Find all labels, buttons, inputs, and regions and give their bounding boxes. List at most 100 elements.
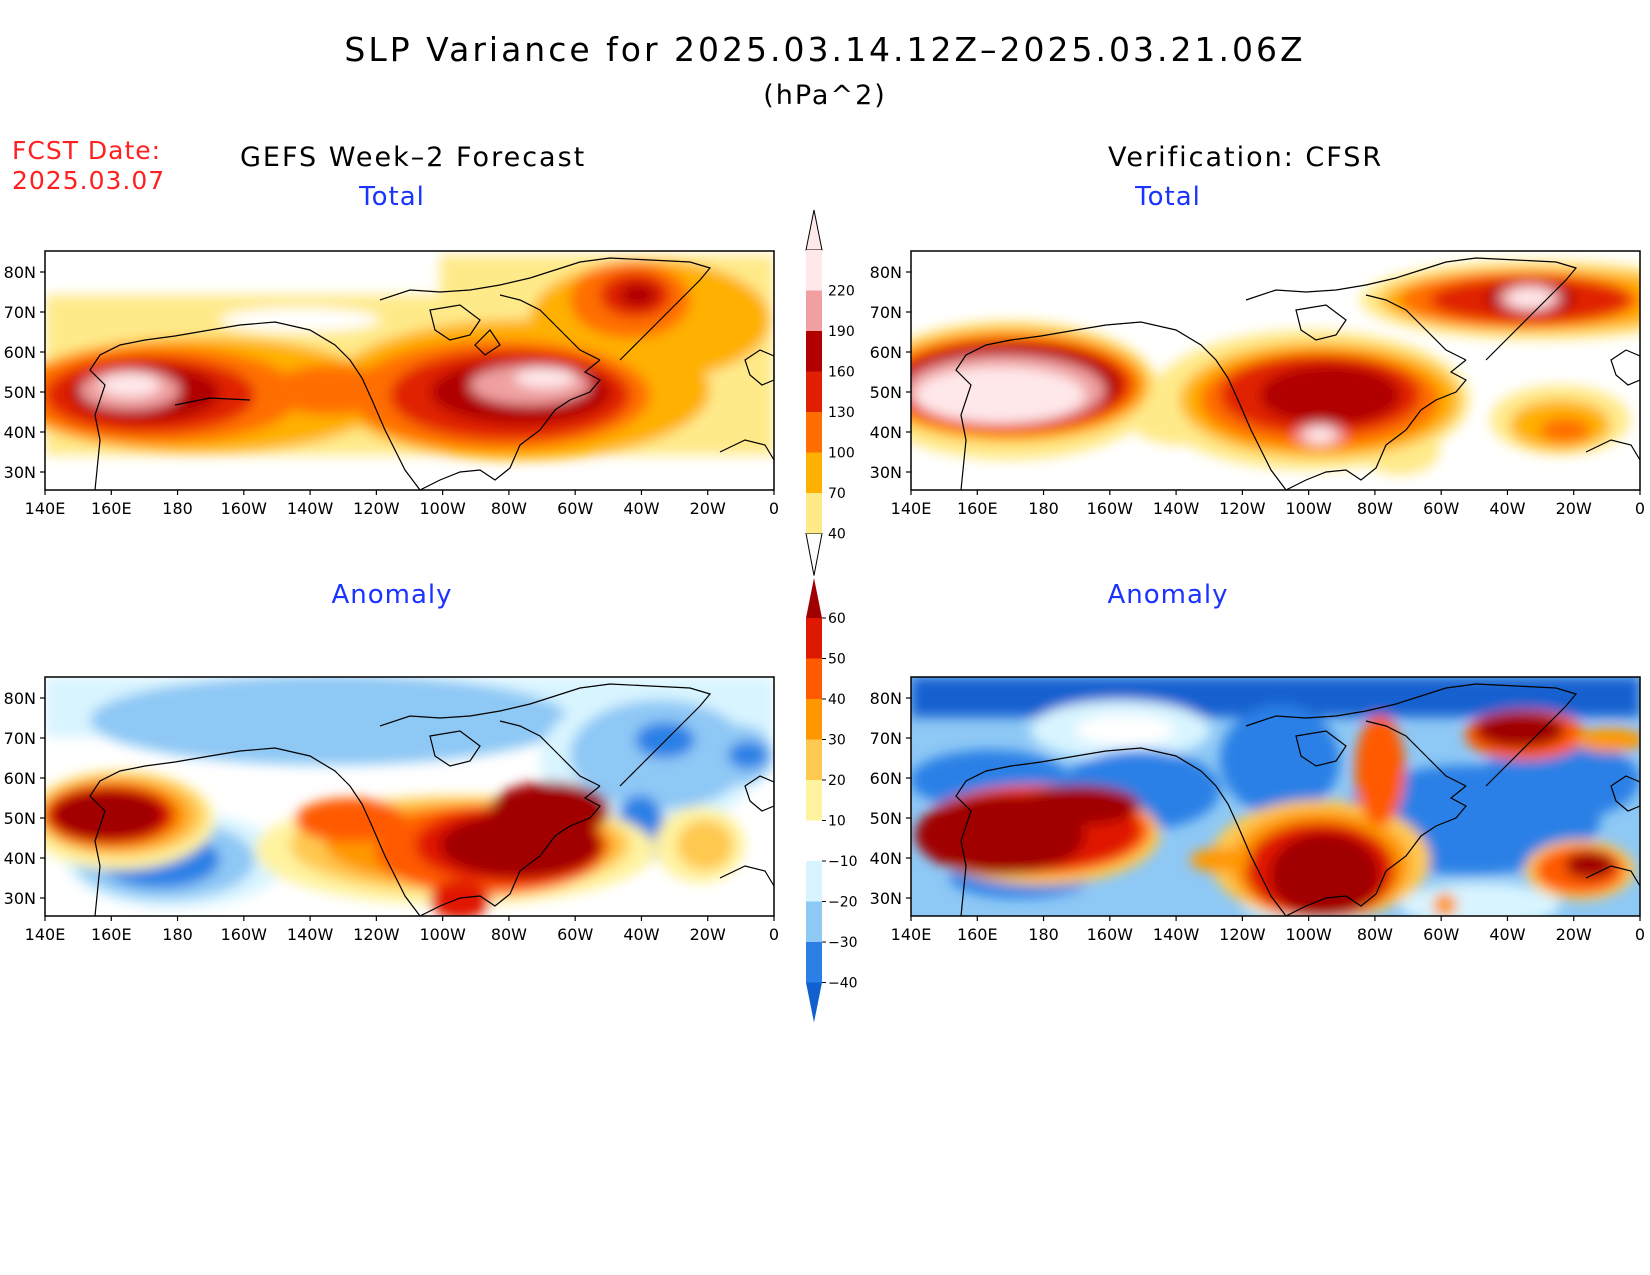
lon-label: 120W — [353, 499, 400, 518]
lat-label: 50N — [870, 809, 902, 828]
verification-anomaly-field — [911, 677, 1640, 916]
lon-label: 160W — [221, 499, 268, 518]
lon-label: 100W — [419, 925, 466, 944]
lon-label: 60W — [1423, 499, 1459, 518]
colorbar-swatch — [806, 412, 822, 453]
colorbar-level-label: −10 — [828, 854, 858, 870]
lon-label: 140W — [287, 499, 334, 518]
lat-label: 40N — [870, 849, 902, 868]
colorbar-level-label: 100 — [828, 446, 855, 462]
lon-label: 100W — [419, 499, 466, 518]
lon-label: 120W — [1219, 925, 1266, 944]
lon-label: 160W — [1087, 925, 1134, 944]
lat-label: 60N — [4, 769, 36, 788]
lon-label: 160W — [221, 925, 268, 944]
lon-label: 80W — [491, 499, 527, 518]
lon-label: 20W — [690, 499, 726, 518]
colorbar-level-label: 40 — [828, 692, 846, 708]
lon-label: 180 — [1028, 499, 1059, 518]
figure-title: SLP Variance for 2025.03.14.12Z–2025.03.… — [344, 30, 1306, 69]
lat-label: 50N — [870, 383, 902, 402]
colorbar-level-label: 20 — [828, 773, 846, 789]
forecast-total-map: 80N 70N 60N 50N 40N 30N 140E 160E 180 160W 140W 120… — [4, 250, 779, 518]
colorbar-low-extension — [806, 982, 822, 1023]
forecast-date-label: FCST Date: — [12, 136, 162, 165]
lat-label: 30N — [870, 463, 902, 482]
lon-label: 120W — [1219, 499, 1266, 518]
colorbar-swatch — [806, 290, 822, 331]
colorbar-level-label: 60 — [828, 611, 846, 627]
colorbar-swatch — [806, 452, 822, 493]
lon-label: 60W — [557, 499, 593, 518]
verification-total-map: 80N 70N 60N 50N 40N 30N 140E 160E 180 160W 140W 120… — [870, 250, 1645, 518]
panel-title-forecast-anomaly: Anomaly — [331, 580, 453, 610]
lon-label: 100W — [1285, 499, 1332, 518]
lon-label: 160W — [1087, 499, 1134, 518]
colorbar-level-label: 70 — [828, 486, 846, 502]
forecast-anomaly-frame — [44, 676, 775, 917]
colorbar-level-label: −30 — [828, 935, 858, 951]
lon-label: 80W — [491, 925, 527, 944]
forecast-total-axes: 80N 70N 60N 50N 40N 30N 140E 160E 180 160W 140W 120… — [4, 263, 779, 518]
lat-label: 30N — [4, 463, 36, 482]
forecast-total-field — [45, 251, 774, 490]
forecast-anomaly-axes: 80N 70N 60N 50N 40N 30N 140E 160E 180 160W 140W 120… — [4, 689, 779, 944]
panel-title-verification-total: Total — [1135, 182, 1201, 212]
lat-label: 40N — [870, 423, 902, 442]
lon-label: 20W — [690, 925, 726, 944]
lon-label: 0 — [769, 499, 779, 518]
forecast-column-title: GEFS Week–2 Forecast — [240, 142, 587, 173]
colorbar-level-label: −40 — [828, 976, 858, 992]
colorbar-swatch — [806, 780, 822, 821]
colorbar-swatch — [806, 371, 822, 412]
colorbar-swatch — [806, 618, 822, 659]
lon-label: 40W — [623, 925, 659, 944]
lon-label: 60W — [557, 925, 593, 944]
lon-label: 100W — [1285, 925, 1332, 944]
forecast-anomaly-map: 80N 70N 60N 50N 40N 30N 140E 160E 180 160W 140W 120… — [4, 676, 779, 944]
colorbar-swatch — [806, 739, 822, 780]
lon-label: 0 — [1635, 925, 1645, 944]
colorbar-level-label: 130 — [828, 405, 855, 421]
lat-label: 70N — [4, 303, 36, 322]
lat-label: 70N — [870, 303, 902, 322]
lon-label: 20W — [1556, 499, 1592, 518]
verification-column-title: Verification: CFSR — [1108, 142, 1384, 173]
lon-label: 20W — [1556, 925, 1592, 944]
colorbar-level-label: 30 — [828, 733, 846, 749]
lat-label: 60N — [4, 343, 36, 362]
lat-label: 80N — [4, 689, 36, 708]
colorbar-swatch — [806, 699, 822, 740]
colorbar-level-label: 220 — [828, 284, 855, 300]
verification-anomaly-map: 80N 70N 60N 50N 40N 30N 140E 160E 180 160W 140W 120… — [870, 676, 1645, 944]
lat-label: 40N — [4, 423, 36, 442]
lon-label: 60W — [1423, 925, 1459, 944]
lon-label: 140E — [25, 925, 66, 944]
lat-label: 80N — [870, 263, 902, 282]
anomaly-colorbar: 60 50 40 30 20 10 −10 −20 −30 −40 — [806, 578, 858, 1023]
lon-label: 180 — [162, 925, 193, 944]
colorbar-level-label: 190 — [828, 324, 855, 340]
lon-label: 140E — [891, 499, 932, 518]
lon-label: 160E — [91, 499, 132, 518]
colorbar-level-label: 50 — [828, 652, 846, 668]
lon-label: 140E — [25, 499, 66, 518]
total-colorbar: 40 70 100 130 160 190 220 — [805, 209, 855, 576]
lon-label: 40W — [1489, 499, 1525, 518]
lat-label: 30N — [870, 889, 902, 908]
verification-anomaly-frame — [910, 676, 1641, 917]
verification-total-field — [911, 251, 1640, 490]
lon-label: 80W — [1357, 925, 1393, 944]
lat-label: 80N — [4, 263, 36, 282]
lon-label: 160E — [957, 925, 998, 944]
lon-label: 180 — [1028, 925, 1059, 944]
colorbar-swatch — [806, 820, 822, 861]
verification-anomaly-axes: 80N 70N 60N 50N 40N 30N 140E 160E 180 160W 140W 120… — [870, 689, 1645, 944]
colorbar-swatch — [806, 250, 822, 291]
lat-label: 50N — [4, 383, 36, 402]
lat-label: 60N — [870, 343, 902, 362]
colorbar-swatch — [806, 658, 822, 699]
colorbar-level-label: 160 — [828, 365, 855, 381]
lat-label: 50N — [4, 809, 36, 828]
